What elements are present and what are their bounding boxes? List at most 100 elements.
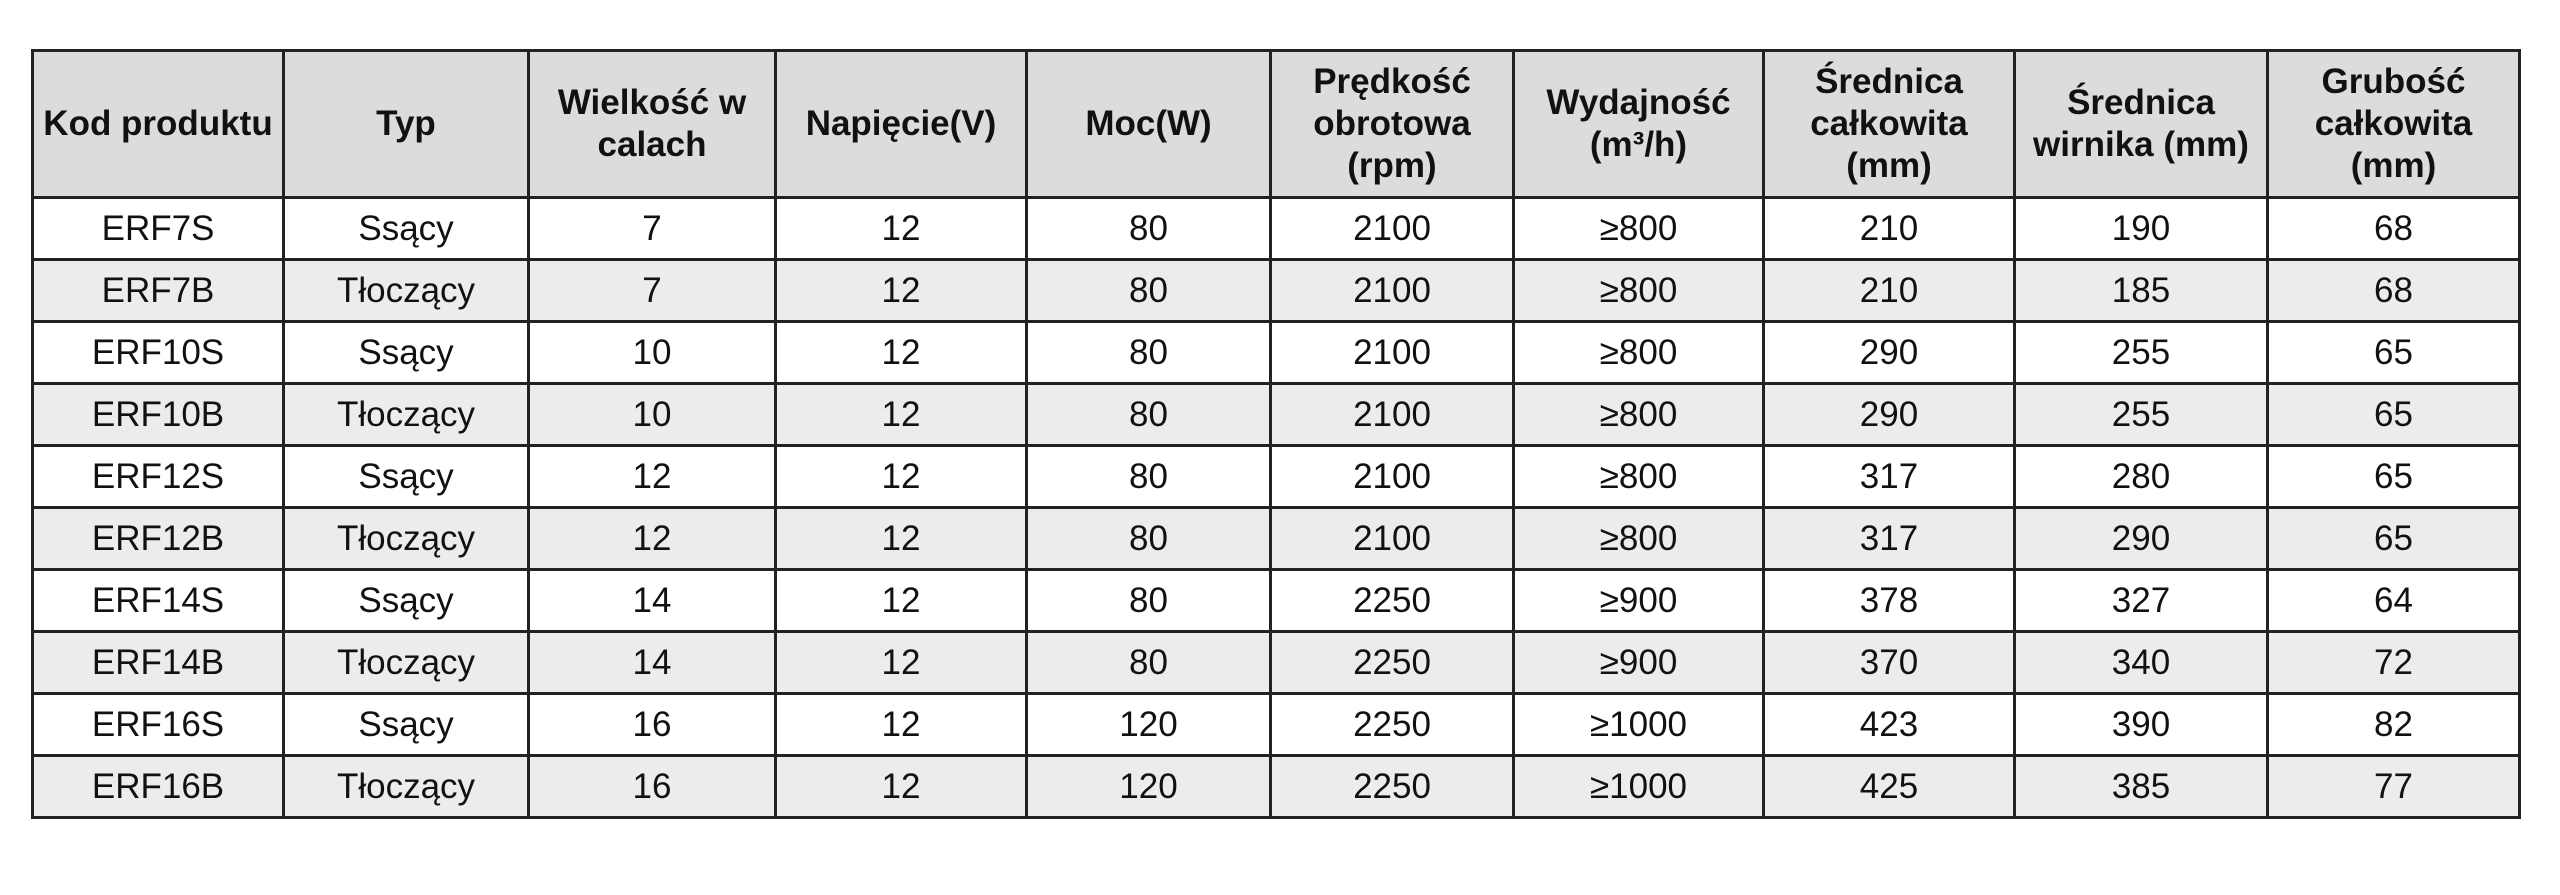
table-cell: 2250	[1269, 754, 1515, 819]
table-row: ERF10S Ssący 10 12 80 2100 ≥800 290 255 65	[31, 320, 2521, 385]
table-cell: 2250	[1269, 568, 1515, 633]
table-cell: 12	[774, 444, 1028, 509]
table-cell: Tłoczący	[282, 630, 530, 695]
table-row: ERF12S Ssący 12 12 80 2100 ≥800 317 280 65	[31, 444, 2521, 509]
table-cell: ≥800	[1512, 196, 1765, 261]
table-cell: 68	[2266, 196, 2521, 261]
table-cell: ≥800	[1512, 382, 1765, 447]
table-cell: 255	[2013, 382, 2269, 447]
table-cell: ≥900	[1512, 568, 1765, 633]
column-header: Moc(W)	[1025, 49, 1272, 199]
table-cell: 68	[2266, 258, 2521, 323]
table-cell: 80	[1025, 630, 1272, 695]
table-cell: 190	[2013, 196, 2269, 261]
table-cell: 12	[774, 692, 1028, 757]
table-cell: 317	[1762, 506, 2016, 571]
product-table: Kod produktu Typ Wielkość w calach Napięcie…	[31, 49, 2521, 819]
table-cell: 10	[527, 382, 777, 447]
table-cell: 290	[1762, 320, 2016, 385]
table-cell: 12	[774, 754, 1028, 819]
table-cell: 12	[774, 382, 1028, 447]
table-cell: 65	[2266, 506, 2521, 571]
table-row: ERF16B Tłoczący 16 12 120 2250 ≥1000 425 385 77	[31, 754, 2521, 819]
table-cell: ≥900	[1512, 630, 1765, 695]
table-cell: 14	[527, 630, 777, 695]
table-cell: 385	[2013, 754, 2269, 819]
table-cell: ≥800	[1512, 444, 1765, 509]
table-cell: 2250	[1269, 692, 1515, 757]
table-cell: ERF14B	[31, 630, 285, 695]
table-cell: 10	[527, 320, 777, 385]
table-cell: Tłoczący	[282, 258, 530, 323]
table-cell: Ssący	[282, 692, 530, 757]
table-cell: 16	[527, 754, 777, 819]
table-cell: 72	[2266, 630, 2521, 695]
table-cell: ERF10S	[31, 320, 285, 385]
table-cell: Ssący	[282, 444, 530, 509]
table-cell: 370	[1762, 630, 2016, 695]
table-cell: ERF10B	[31, 382, 285, 447]
table-cell: 80	[1025, 444, 1272, 509]
table-cell: 65	[2266, 382, 2521, 447]
table-cell: 7	[527, 196, 777, 261]
column-header: Średnica całkowita (mm)	[1762, 49, 2016, 199]
column-header: Wielkość w calach	[527, 49, 777, 199]
table-cell: 255	[2013, 320, 2269, 385]
table-cell: ERF16S	[31, 692, 285, 757]
table-cell: ≥1000	[1512, 754, 1765, 819]
header-row: Kod produktu Typ Wielkość w calach Napięcie…	[31, 49, 2521, 199]
table-cell: Tłoczący	[282, 506, 530, 571]
table-cell: ERF12B	[31, 506, 285, 571]
table-cell: ERF14S	[31, 568, 285, 633]
table-cell: 2100	[1269, 320, 1515, 385]
table-cell: 290	[1762, 382, 2016, 447]
table-cell: 210	[1762, 196, 2016, 261]
table-row: ERF7B Tłoczący 7 12 80 2100 ≥800 210 185 68	[31, 258, 2521, 323]
table-cell: 80	[1025, 382, 1272, 447]
column-header: Prędkość obrotowa (rpm)	[1269, 49, 1515, 199]
table-cell: 64	[2266, 568, 2521, 633]
table-cell: 423	[1762, 692, 2016, 757]
table-cell: 12	[774, 196, 1028, 261]
table-cell: 290	[2013, 506, 2269, 571]
table-cell: ERF7S	[31, 196, 285, 261]
table-cell: 2100	[1269, 382, 1515, 447]
table-row: ERF14B Tłoczący 14 12 80 2250 ≥900 370 340 72	[31, 630, 2521, 695]
table-cell: 12	[774, 568, 1028, 633]
table-cell: 12	[774, 506, 1028, 571]
column-header: Wydajność (m³/h)	[1512, 49, 1765, 199]
table-cell: 14	[527, 568, 777, 633]
table-cell: 80	[1025, 506, 1272, 571]
table-cell: ERF12S	[31, 444, 285, 509]
table-cell: ERF7B	[31, 258, 285, 323]
table-row: ERF7S Ssący 7 12 80 2100 ≥800 210 190 68	[31, 196, 2521, 261]
table-row: ERF10B Tłoczący 10 12 80 2100 ≥800 290 255 65	[31, 382, 2521, 447]
table-cell: 65	[2266, 444, 2521, 509]
table-cell: 80	[1025, 258, 1272, 323]
table-cell: Ssący	[282, 568, 530, 633]
table-cell: 7	[527, 258, 777, 323]
table-cell: 2100	[1269, 444, 1515, 509]
table-cell: 2100	[1269, 258, 1515, 323]
table-cell: 378	[1762, 568, 2016, 633]
table-cell: 340	[2013, 630, 2269, 695]
table-cell: 280	[2013, 444, 2269, 509]
table-cell: 80	[1025, 320, 1272, 385]
table-cell: Ssący	[282, 320, 530, 385]
table-row: ERF12B Tłoczący 12 12 80 2100 ≥800 317 290 65	[31, 506, 2521, 571]
table-cell: 12	[527, 506, 777, 571]
column-header: Kod produktu	[31, 49, 285, 199]
table-cell: 2100	[1269, 196, 1515, 261]
table-cell: 2250	[1269, 630, 1515, 695]
table-cell: ERF16B	[31, 754, 285, 819]
table-cell: Ssący	[282, 196, 530, 261]
table-cell: 65	[2266, 320, 2521, 385]
table-cell: 327	[2013, 568, 2269, 633]
table-cell: 82	[2266, 692, 2521, 757]
table-cell: 210	[1762, 258, 2016, 323]
table-cell: ≥800	[1512, 506, 1765, 571]
table-cell: 12	[774, 258, 1028, 323]
table-cell: ≥800	[1512, 320, 1765, 385]
table-cell: 12	[527, 444, 777, 509]
